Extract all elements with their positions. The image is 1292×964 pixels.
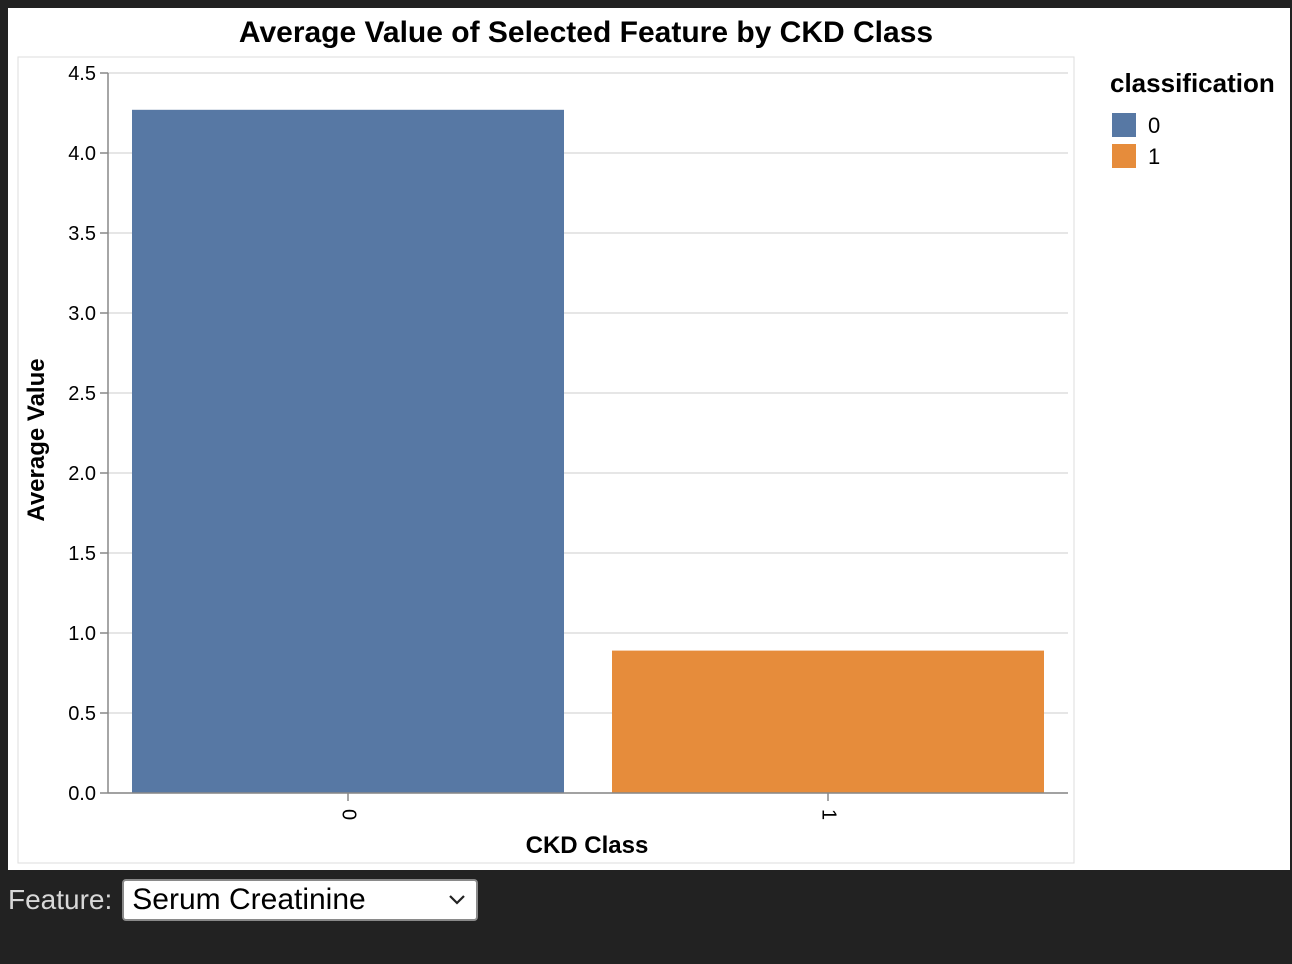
x-tick-label: 1 <box>818 809 840 820</box>
y-tick-label: 4.5 <box>68 63 96 85</box>
feature-control: Feature: Serum Creatinine <box>8 878 479 922</box>
feature-label: Feature: <box>8 884 113 915</box>
legend-swatch-1 <box>1112 144 1136 168</box>
y-tick-label: 2.0 <box>68 463 96 485</box>
bar-chart: Average Value of Selected Feature by CKD… <box>17 16 1275 864</box>
bar-0 <box>132 109 564 794</box>
legend: classification 0 1 <box>1110 68 1275 169</box>
y-tick-label: 1.0 <box>68 623 96 645</box>
legend-title: classification <box>1110 68 1275 98</box>
chevron-down-icon <box>449 895 466 905</box>
y-tick-label: 1.5 <box>68 543 96 565</box>
y-tick-label: 0.5 <box>68 703 96 725</box>
x-axis-label: CKD Class <box>526 832 649 859</box>
legend-label-0: 0 <box>1148 113 1160 138</box>
bar-1 <box>612 650 1044 793</box>
feature-select[interactable]: Serum Creatinine <box>122 879 479 921</box>
y-tick-label: 3.0 <box>68 303 96 325</box>
y-tick-label: 3.5 <box>68 223 96 245</box>
plot-frame <box>17 56 1075 864</box>
y-tick-label: 0.0 <box>68 783 96 805</box>
x-tick-label: 0 <box>338 809 360 820</box>
chart-title: Average Value of Selected Feature by CKD… <box>239 16 933 49</box>
axes: 0.0 0.5 1.0 1.5 2.0 2.5 3.0 3.5 4.0 4.5 0 1 <box>68 63 1068 820</box>
legend-swatch-0 <box>1112 113 1136 137</box>
y-tick-label: 4.0 <box>68 143 96 165</box>
chart-panel: Average Value of Selected Feature by CKD… <box>8 8 1290 870</box>
legend-label-1: 1 <box>1148 144 1160 169</box>
y-axis-label: Average Value <box>23 358 50 521</box>
feature-select-value: Serum Creatinine <box>132 883 366 916</box>
y-tick-label: 2.5 <box>68 383 96 405</box>
bars <box>132 109 1044 794</box>
